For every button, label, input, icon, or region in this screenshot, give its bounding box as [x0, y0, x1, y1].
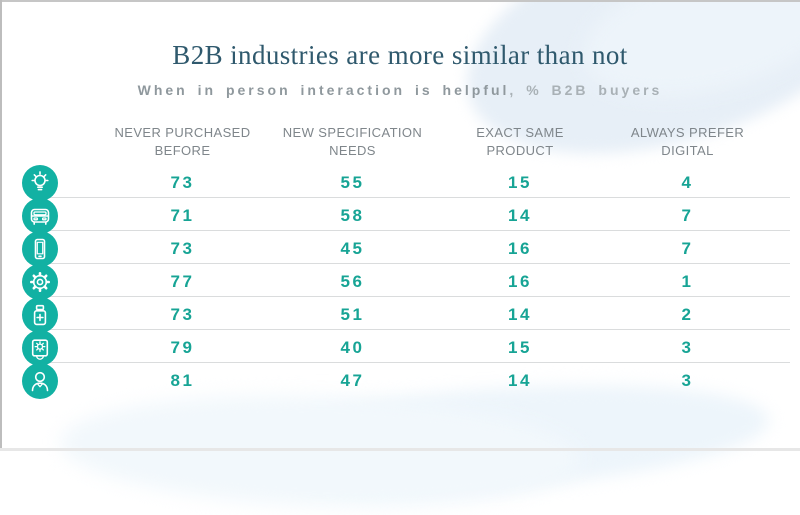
person-icon [22, 363, 58, 400]
slide-title: B2B industries are more similar than not [172, 40, 628, 70]
value-cell: 7 [681, 206, 694, 226]
value-cell: 73 [170, 173, 195, 193]
value-cell: 16 [508, 272, 532, 292]
subtitle-main: When in person interaction is helpful [137, 82, 510, 98]
value-cell: 15 [508, 173, 532, 193]
value-cell: 56 [340, 272, 365, 292]
gear-icon [22, 264, 58, 301]
value-cell: 73 [170, 239, 195, 259]
value-cell: 3 [681, 371, 694, 391]
column-header: NEW SPECIFICATION NEEDS [282, 125, 423, 158]
value-cell: 1 [681, 272, 694, 292]
subtitle-qualifier: , % B2B buyers [509, 82, 663, 98]
table-row: 73 45 16 7 [20, 231, 790, 268]
table-row: 77 56 16 1 [20, 264, 790, 301]
slide-border-bottom [0, 448, 800, 451]
value-cell: 45 [340, 239, 365, 259]
value-cell: 77 [170, 272, 195, 292]
value-cell: 73 [170, 305, 195, 325]
value-cell: 79 [170, 338, 195, 358]
column-header: NEVER PURCHASED BEFORE [114, 125, 251, 158]
slide-subtitle: When in person interaction is helpful, %… [0, 82, 800, 98]
value-cell: 3 [681, 338, 694, 358]
b2b-data-table: NEVER PURCHASED BEFORE NEW SPECIFICATION N… [20, 124, 790, 400]
table-row: 81 47 14 3 [20, 363, 790, 400]
car-icon [22, 198, 58, 235]
value-cell: 14 [508, 371, 532, 391]
smartphone-icon [22, 231, 58, 268]
value-cell: 4 [681, 173, 694, 193]
table-header-row: NEVER PURCHASED BEFORE NEW SPECIFICATION N… [20, 124, 790, 159]
table-row: 73 51 14 2 [20, 297, 790, 334]
value-cell: 40 [340, 338, 365, 358]
value-cell: 14 [508, 305, 532, 325]
value-cell: 51 [340, 305, 365, 325]
value-cell: 81 [170, 371, 195, 391]
table-row: 73 55 15 4 [20, 165, 790, 202]
value-cell: 7 [681, 239, 694, 259]
table-row: 71 58 14 7 [20, 198, 790, 235]
value-cell: 15 [508, 338, 532, 358]
value-cell: 55 [340, 173, 365, 193]
lightbulb-icon [22, 165, 58, 202]
value-cell: 58 [340, 206, 365, 226]
slide-border-top [0, 0, 800, 2]
column-header: EXACT SAME PRODUCT [476, 125, 564, 158]
medicine-bottle-icon [22, 297, 58, 334]
safe-icon [22, 330, 58, 367]
table-row: 79 40 15 3 [20, 330, 790, 367]
value-cell: 71 [170, 206, 195, 226]
column-header: ALWAYS PREFER DIGITAL [630, 125, 745, 158]
value-cell: 14 [508, 206, 532, 226]
value-cell: 47 [340, 371, 365, 391]
value-cell: 2 [681, 305, 694, 325]
value-cell: 16 [508, 239, 532, 259]
slide-border-left [0, 0, 2, 451]
